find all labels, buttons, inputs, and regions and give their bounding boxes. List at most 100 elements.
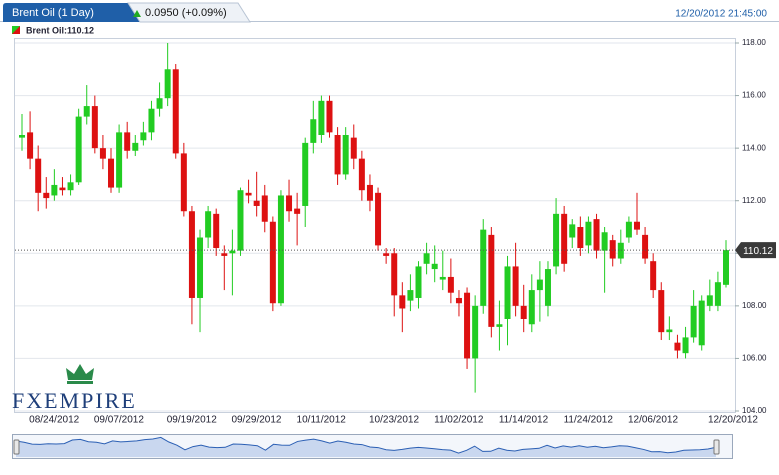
candle-body bbox=[188, 211, 195, 298]
candle-body bbox=[553, 213, 560, 267]
x-tick-label: 10/23/2012 bbox=[369, 415, 419, 426]
candle-body bbox=[156, 98, 163, 109]
candle-body bbox=[91, 106, 98, 149]
candle-body bbox=[391, 253, 398, 296]
candle-body bbox=[51, 184, 58, 196]
candle-body bbox=[593, 219, 600, 251]
candle-body bbox=[714, 282, 721, 306]
candle-body bbox=[350, 137, 357, 159]
candle-body bbox=[561, 213, 568, 264]
candle-body bbox=[164, 69, 171, 99]
y-tick-label: 114.00 bbox=[742, 143, 766, 152]
change-text: 0.0950 (+0.09%) bbox=[145, 7, 227, 19]
y-tick-label: 106.00 bbox=[742, 354, 767, 363]
candle-body bbox=[342, 135, 349, 175]
candle-body bbox=[399, 295, 406, 309]
last-price-label: 110.12 bbox=[743, 246, 773, 257]
candle-body bbox=[35, 158, 42, 193]
candle-body bbox=[650, 261, 657, 291]
candle-body bbox=[366, 184, 373, 201]
candle-body bbox=[682, 337, 689, 354]
x-tick-label: 11/14/2012 bbox=[499, 415, 549, 426]
candle-body bbox=[415, 266, 422, 298]
candle-body bbox=[180, 153, 187, 212]
crown-base bbox=[67, 381, 93, 384]
candle-body bbox=[625, 221, 632, 238]
candle-body bbox=[601, 232, 608, 251]
candle-body bbox=[706, 295, 713, 306]
candle-body bbox=[658, 290, 665, 333]
candle-body bbox=[472, 305, 479, 359]
x-tick-label: 09/29/2012 bbox=[231, 415, 281, 426]
symbol-tab[interactable] bbox=[3, 3, 140, 22]
candle-body bbox=[261, 195, 268, 222]
candle-body bbox=[666, 329, 673, 333]
candle-body bbox=[75, 116, 82, 183]
y-tick-label: 104.00 bbox=[742, 406, 767, 415]
logo: FXEMPIRE bbox=[12, 364, 137, 413]
candle-body bbox=[674, 342, 681, 351]
candle-body bbox=[407, 290, 414, 301]
y-tick-label: 108.00 bbox=[742, 301, 767, 310]
x-tick-label: 09/19/2012 bbox=[167, 415, 217, 426]
candle-body bbox=[528, 290, 535, 325]
candle-body bbox=[286, 195, 293, 212]
x-tick-label: 12/20/2012 bbox=[708, 415, 758, 426]
candle-body bbox=[67, 182, 74, 191]
candle-body bbox=[172, 69, 179, 154]
last-price-tag bbox=[735, 242, 776, 259]
navigator-line bbox=[15, 436, 717, 454]
candle-body bbox=[536, 279, 543, 291]
candle-body bbox=[294, 208, 301, 214]
candle-body bbox=[617, 242, 624, 259]
candle-body bbox=[245, 192, 252, 196]
candle-body bbox=[99, 148, 106, 159]
candle-body bbox=[633, 221, 640, 230]
x-tick-label: 12/06/2012 bbox=[628, 415, 678, 426]
candle-body bbox=[116, 132, 123, 188]
candle-body bbox=[310, 119, 317, 143]
candle-body bbox=[431, 263, 438, 270]
candle-body bbox=[609, 240, 616, 259]
candle-body bbox=[504, 266, 511, 319]
candle-body bbox=[302, 142, 309, 206]
candles bbox=[15, 43, 735, 393]
navigator-series bbox=[15, 436, 717, 457]
candle-body bbox=[132, 142, 139, 151]
y-tick-label: 112.00 bbox=[742, 196, 766, 205]
navigator-handle-left[interactable] bbox=[13, 439, 20, 455]
candle-body bbox=[447, 276, 454, 293]
candle-body bbox=[108, 158, 115, 188]
plot-frame bbox=[14, 38, 736, 413]
candle-body bbox=[237, 190, 244, 251]
candle-body bbox=[229, 250, 236, 254]
navigator-handle-right[interactable] bbox=[713, 439, 720, 455]
candle-body bbox=[520, 305, 527, 319]
candle-body bbox=[642, 234, 649, 259]
candle-body bbox=[140, 132, 147, 141]
candle-body bbox=[213, 213, 220, 249]
x-tick-label: 11/02/2012 bbox=[434, 415, 484, 426]
candle-body bbox=[383, 253, 390, 256]
candle-body bbox=[375, 192, 382, 246]
timestamp: 12/20/2012 21:45:00 bbox=[675, 9, 767, 20]
navigator-area bbox=[16, 437, 716, 457]
y-tick-label: 116.00 bbox=[742, 91, 766, 100]
candle-body bbox=[326, 100, 333, 133]
candle-body bbox=[124, 132, 131, 151]
candle-body bbox=[334, 135, 341, 175]
candle-body bbox=[148, 108, 155, 133]
y-tick-label: 118.00 bbox=[742, 38, 766, 47]
candle-body bbox=[544, 269, 551, 306]
candle-body bbox=[83, 106, 90, 117]
symbol-title: Brent Oil (1 Day) bbox=[12, 7, 94, 19]
x-tick-label: 11/24/2012 bbox=[564, 415, 614, 426]
candle-body bbox=[480, 229, 487, 306]
candle-body bbox=[269, 221, 276, 304]
up-arrow bbox=[133, 10, 141, 17]
candle-body bbox=[358, 158, 365, 191]
candle-body bbox=[569, 224, 576, 238]
candle-body bbox=[512, 266, 519, 306]
logo-text: FXEMPIRE bbox=[12, 388, 137, 413]
x-tick-label: 08/24/2012 bbox=[29, 415, 79, 426]
